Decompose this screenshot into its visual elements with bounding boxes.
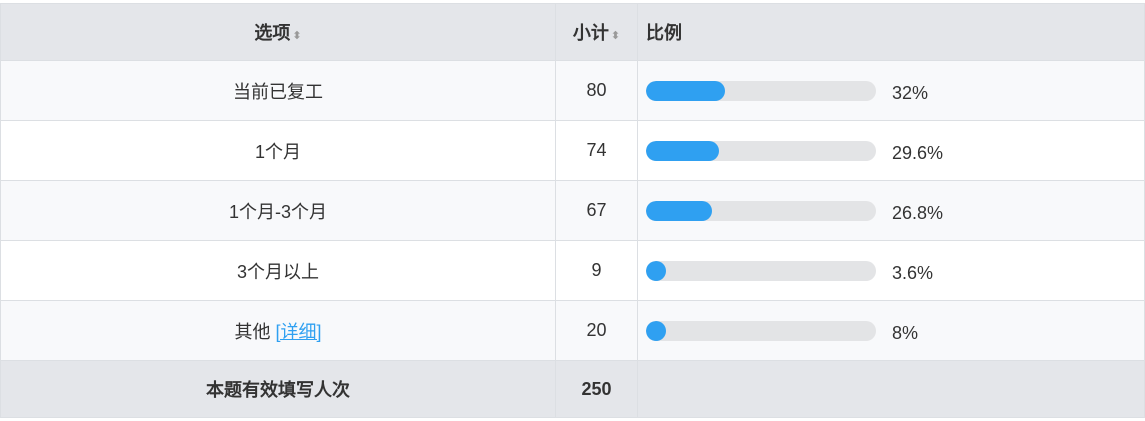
detail-link[interactable]: [详细] — [275, 321, 322, 342]
option-cell: 3个月以上 — [0, 240, 556, 301]
footer-label: 本题有效填写人次 — [0, 360, 556, 418]
table-row: 当前已复工 80 32% — [0, 60, 1145, 121]
progress-track — [646, 200, 876, 221]
ratio-cell: 29.6% — [637, 120, 1145, 181]
ratio-cell: 32% — [637, 60, 1145, 121]
progress-fill — [646, 80, 725, 101]
header-count[interactable]: 小计 ⬍ — [555, 3, 638, 61]
count-cell: 20 — [555, 300, 638, 361]
progress-fill — [646, 140, 719, 161]
option-cell: 1个月-3个月 — [0, 180, 556, 241]
progress-fill — [646, 320, 666, 341]
table-row: 1个月-3个月 67 26.8% — [0, 180, 1145, 241]
header-ratio: 比例 — [637, 3, 1145, 61]
header-option[interactable]: 选项 ⬍ — [0, 3, 556, 61]
table-row: 3个月以上 9 3.6% — [0, 240, 1145, 301]
progress-fill — [646, 200, 712, 221]
option-cell: 其他 [详细] — [0, 300, 556, 361]
count-cell: 74 — [555, 120, 638, 181]
table-row: 其他 [详细] 20 8% — [0, 300, 1145, 361]
percent-label: 3.6% — [892, 263, 934, 284]
option-cell: 1个月 — [0, 120, 556, 181]
progress-fill — [646, 260, 666, 281]
footer-row: 本题有效填写人次 250 — [0, 360, 1145, 418]
progress-track — [646, 80, 876, 101]
progress-track — [646, 140, 876, 161]
count-cell: 67 — [555, 180, 638, 241]
count-cell: 80 — [555, 60, 638, 121]
percent-label: 8% — [892, 323, 919, 344]
progress-track — [646, 320, 876, 341]
footer-total: 250 — [555, 360, 638, 418]
ratio-cell: 3.6% — [637, 240, 1145, 301]
percent-label: 29.6% — [892, 143, 944, 164]
option-cell: 当前已复工 — [0, 60, 556, 121]
progress-track — [646, 260, 876, 281]
results-table: 选项 ⬍ 小计 ⬍ 比例 当前已复工 80 32% 1个月 74 29.6% 1个月-3… — [0, 3, 1145, 418]
count-cell: 9 — [555, 240, 638, 301]
ratio-cell: 8% — [637, 300, 1145, 361]
sort-icon[interactable]: ⬍ — [292, 30, 302, 42]
sort-icon[interactable]: ⬍ — [610, 30, 621, 42]
percent-label: 26.8% — [892, 203, 944, 224]
table-row: 1个月 74 29.6% — [0, 120, 1145, 181]
ratio-cell: 26.8% — [637, 180, 1145, 241]
percent-label: 32% — [892, 83, 929, 104]
